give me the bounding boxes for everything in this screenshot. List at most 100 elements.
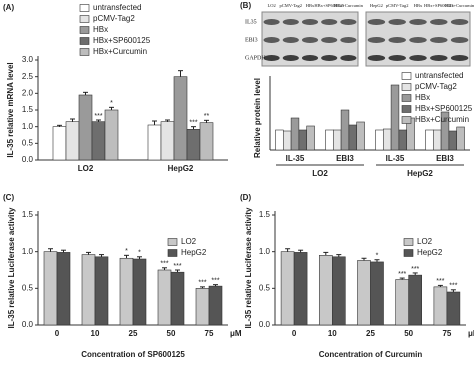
legend-label: untransfected bbox=[415, 71, 463, 80]
bar bbox=[408, 274, 423, 326]
band-label: EBI3 bbox=[245, 37, 258, 43]
bar bbox=[91, 121, 106, 161]
lane-label: HBx+SP600125 bbox=[424, 3, 454, 8]
significance: *** bbox=[436, 278, 444, 285]
legend-label: HBx+Curcumin bbox=[415, 115, 469, 124]
x-tick-label: 25 bbox=[366, 329, 375, 338]
x-tick-label: 75 bbox=[442, 329, 451, 338]
legend-swatch bbox=[401, 105, 412, 113]
legend-label: HBx+SP600125 bbox=[93, 36, 151, 45]
blot-band bbox=[301, 19, 319, 25]
bar bbox=[81, 254, 96, 326]
bar bbox=[425, 129, 434, 151]
bar bbox=[170, 271, 185, 326]
bar bbox=[199, 122, 214, 161]
significance: *** bbox=[160, 261, 168, 268]
bar bbox=[356, 121, 365, 151]
y-tick-label: 0.5 bbox=[259, 283, 271, 292]
bar bbox=[104, 109, 119, 161]
significance: *** bbox=[398, 271, 406, 278]
significance: * bbox=[125, 248, 128, 255]
blot-band bbox=[301, 55, 319, 61]
legend-swatch bbox=[167, 249, 178, 257]
band-label: GAPDH bbox=[245, 55, 266, 61]
legend-swatch bbox=[403, 249, 414, 257]
blot-band bbox=[301, 37, 319, 43]
bar bbox=[456, 126, 465, 151]
legend-swatch bbox=[401, 94, 412, 102]
x-unit: μM bbox=[230, 329, 242, 338]
legend-swatch bbox=[79, 37, 90, 45]
significance: * bbox=[376, 253, 379, 260]
blot-band bbox=[282, 55, 299, 61]
y-tick-label: 3.0 bbox=[22, 55, 34, 64]
legend-label: HBx+SP600125 bbox=[415, 104, 473, 113]
legend-label: HBx+Curcumin bbox=[93, 47, 147, 56]
legend-swatch bbox=[79, 15, 90, 23]
blot-band bbox=[321, 19, 338, 25]
bar bbox=[432, 129, 442, 151]
blot-band bbox=[430, 55, 448, 61]
blot-band bbox=[409, 37, 427, 43]
y-tick-label: 0.5 bbox=[22, 138, 34, 147]
x-tick-label: 25 bbox=[129, 329, 138, 338]
lane-label: HBx+Curcumin bbox=[334, 3, 364, 8]
lane-label: HepG2 bbox=[370, 3, 383, 8]
bar bbox=[375, 129, 384, 151]
bar bbox=[370, 261, 384, 326]
blot-band bbox=[430, 37, 448, 43]
bar bbox=[160, 121, 175, 161]
y-tick-label: 1.5 bbox=[22, 210, 34, 219]
blot-band bbox=[340, 55, 357, 61]
bar bbox=[331, 256, 346, 326]
x-tick-label: 50 bbox=[167, 329, 176, 338]
blot-band bbox=[367, 55, 386, 61]
legend-swatch bbox=[79, 26, 90, 34]
bar bbox=[52, 126, 67, 161]
x-tick-label: EBI3 bbox=[436, 154, 454, 163]
x-tick-label: 10 bbox=[91, 329, 100, 338]
legend-swatch bbox=[401, 72, 412, 80]
bar bbox=[282, 130, 292, 151]
blot-band bbox=[388, 37, 406, 43]
blot-band bbox=[282, 19, 299, 25]
legend-label: HBx bbox=[93, 25, 108, 34]
bar bbox=[78, 94, 93, 161]
bar bbox=[186, 129, 201, 161]
legend-swatch bbox=[167, 238, 178, 246]
bar bbox=[157, 269, 172, 326]
group-label: LO2 bbox=[312, 169, 328, 178]
legend-swatch bbox=[79, 48, 90, 56]
x-tick-label: LO2 bbox=[78, 164, 94, 173]
y-tick-label: 2.0 bbox=[22, 88, 34, 97]
significance: *** bbox=[189, 120, 197, 127]
legend-label: pCMV-Tag2 bbox=[415, 82, 457, 91]
bar bbox=[65, 121, 80, 161]
legend-swatch bbox=[401, 83, 412, 91]
blot-band bbox=[450, 19, 469, 25]
blot-band bbox=[263, 55, 280, 61]
bar bbox=[348, 124, 357, 151]
band-label: IL35 bbox=[245, 19, 257, 25]
bar bbox=[195, 288, 210, 326]
significance: *** bbox=[449, 283, 457, 290]
x-axis-label: Concentration of Curcumin bbox=[319, 350, 423, 359]
blot-band bbox=[409, 55, 427, 61]
legend-label: HepG2 bbox=[181, 248, 207, 257]
lane-label: pCMV-Tag2 bbox=[386, 3, 409, 8]
y-tick-label: 1.5 bbox=[22, 105, 34, 114]
blot-band bbox=[263, 37, 280, 43]
x-tick-label: 0 bbox=[292, 329, 297, 338]
blot-band bbox=[388, 19, 406, 25]
significance: *** bbox=[198, 280, 206, 287]
lane-label: pCMV-Tag2 bbox=[280, 3, 303, 8]
x-tick-label: 10 bbox=[328, 329, 337, 338]
legend-swatch bbox=[401, 116, 412, 124]
bar bbox=[318, 255, 333, 326]
y-axis-label: IL-35 relative mRNA level bbox=[6, 62, 15, 157]
bar bbox=[280, 251, 295, 326]
bar bbox=[448, 130, 457, 151]
lane-label: HBx bbox=[306, 3, 315, 8]
blot-band bbox=[450, 55, 469, 61]
blot-band bbox=[430, 19, 448, 25]
